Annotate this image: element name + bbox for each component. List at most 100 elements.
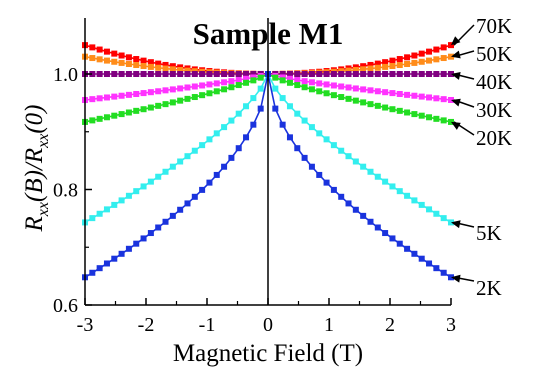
data-point bbox=[367, 218, 374, 225]
data-point bbox=[257, 74, 264, 81]
data-point bbox=[323, 136, 330, 143]
data-point bbox=[389, 235, 396, 242]
data-point bbox=[243, 103, 250, 110]
data-point bbox=[162, 87, 169, 94]
data-point bbox=[191, 193, 198, 200]
data-point bbox=[125, 71, 132, 77]
data-point bbox=[162, 61, 169, 68]
data-point bbox=[177, 206, 184, 213]
data-point bbox=[235, 76, 242, 83]
data-point bbox=[96, 95, 103, 102]
data-point bbox=[118, 71, 125, 77]
data-point bbox=[169, 86, 176, 93]
series-label-40K: 40K bbox=[476, 70, 512, 94]
data-point bbox=[367, 168, 374, 175]
plot-marks bbox=[82, 42, 454, 281]
data-point bbox=[330, 186, 337, 193]
data-point bbox=[103, 57, 110, 64]
data-point bbox=[323, 81, 330, 88]
data-point bbox=[286, 103, 293, 110]
data-point bbox=[169, 212, 176, 219]
data-point bbox=[330, 71, 337, 77]
data-point bbox=[301, 154, 308, 161]
data-point bbox=[111, 71, 118, 77]
data-point bbox=[235, 145, 242, 152]
label-arrowhead bbox=[451, 50, 461, 59]
data-point bbox=[169, 63, 176, 70]
data-point bbox=[147, 104, 154, 111]
data-point bbox=[404, 91, 411, 98]
data-point bbox=[162, 71, 169, 77]
data-point bbox=[352, 67, 359, 74]
data-point bbox=[411, 59, 418, 66]
label-group-70K: 70K bbox=[451, 14, 512, 46]
data-point bbox=[272, 74, 279, 81]
data-point bbox=[103, 48, 110, 55]
data-point bbox=[411, 71, 418, 77]
data-point bbox=[382, 63, 389, 70]
data-point bbox=[133, 56, 140, 63]
data-point bbox=[111, 50, 118, 57]
data-point bbox=[389, 62, 396, 69]
data-point bbox=[396, 188, 403, 195]
data-point bbox=[396, 107, 403, 114]
label-group-5K: 5K bbox=[451, 220, 502, 245]
data-point bbox=[374, 102, 381, 109]
data-point bbox=[250, 77, 257, 84]
data-point bbox=[433, 265, 440, 272]
data-point bbox=[191, 94, 198, 101]
series-label-2K: 2K bbox=[476, 276, 502, 300]
data-point bbox=[155, 173, 162, 180]
data-point bbox=[184, 71, 191, 77]
series-label-20K: 20K bbox=[476, 126, 512, 150]
data-point bbox=[352, 85, 359, 92]
data-point bbox=[243, 134, 250, 141]
data-point bbox=[140, 90, 147, 97]
data-point bbox=[389, 183, 396, 190]
data-point bbox=[140, 57, 147, 64]
data-point bbox=[89, 215, 96, 222]
data-point bbox=[286, 134, 293, 141]
data-point bbox=[221, 86, 228, 93]
data-point bbox=[235, 71, 242, 77]
data-point bbox=[177, 85, 184, 92]
data-point bbox=[111, 255, 118, 262]
data-point bbox=[316, 88, 323, 95]
label-group-30K: 30K bbox=[451, 98, 512, 122]
data-point bbox=[89, 71, 96, 77]
data-point bbox=[440, 55, 447, 62]
data-point bbox=[345, 67, 352, 74]
data-point bbox=[133, 90, 140, 97]
data-point bbox=[440, 96, 447, 103]
data-point bbox=[133, 71, 140, 77]
data-point bbox=[426, 71, 433, 77]
x-axis-label: Magnetic Field (T) bbox=[173, 340, 363, 367]
data-point bbox=[111, 112, 118, 119]
data-point bbox=[404, 192, 411, 199]
data-point bbox=[213, 88, 220, 95]
data-point bbox=[155, 60, 162, 67]
data-point bbox=[374, 173, 381, 180]
data-point bbox=[418, 71, 425, 77]
data-point bbox=[221, 163, 228, 170]
data-point bbox=[411, 111, 418, 118]
data-point bbox=[374, 71, 381, 77]
chart-title: Sample M1 bbox=[193, 16, 344, 51]
data-point bbox=[308, 124, 315, 131]
data-point bbox=[103, 260, 110, 267]
y-tick-label: 1.0 bbox=[53, 64, 78, 86]
data-point bbox=[118, 197, 125, 204]
data-point bbox=[162, 218, 169, 225]
data-point bbox=[352, 97, 359, 104]
data-point bbox=[279, 71, 286, 77]
data-point bbox=[360, 86, 367, 93]
data-point bbox=[191, 147, 198, 154]
data-point bbox=[199, 82, 206, 89]
data-point bbox=[279, 77, 286, 84]
data-point bbox=[184, 95, 191, 102]
data-point bbox=[294, 71, 301, 77]
data-point bbox=[250, 121, 257, 128]
data-point bbox=[155, 71, 162, 77]
data-point bbox=[213, 171, 220, 178]
